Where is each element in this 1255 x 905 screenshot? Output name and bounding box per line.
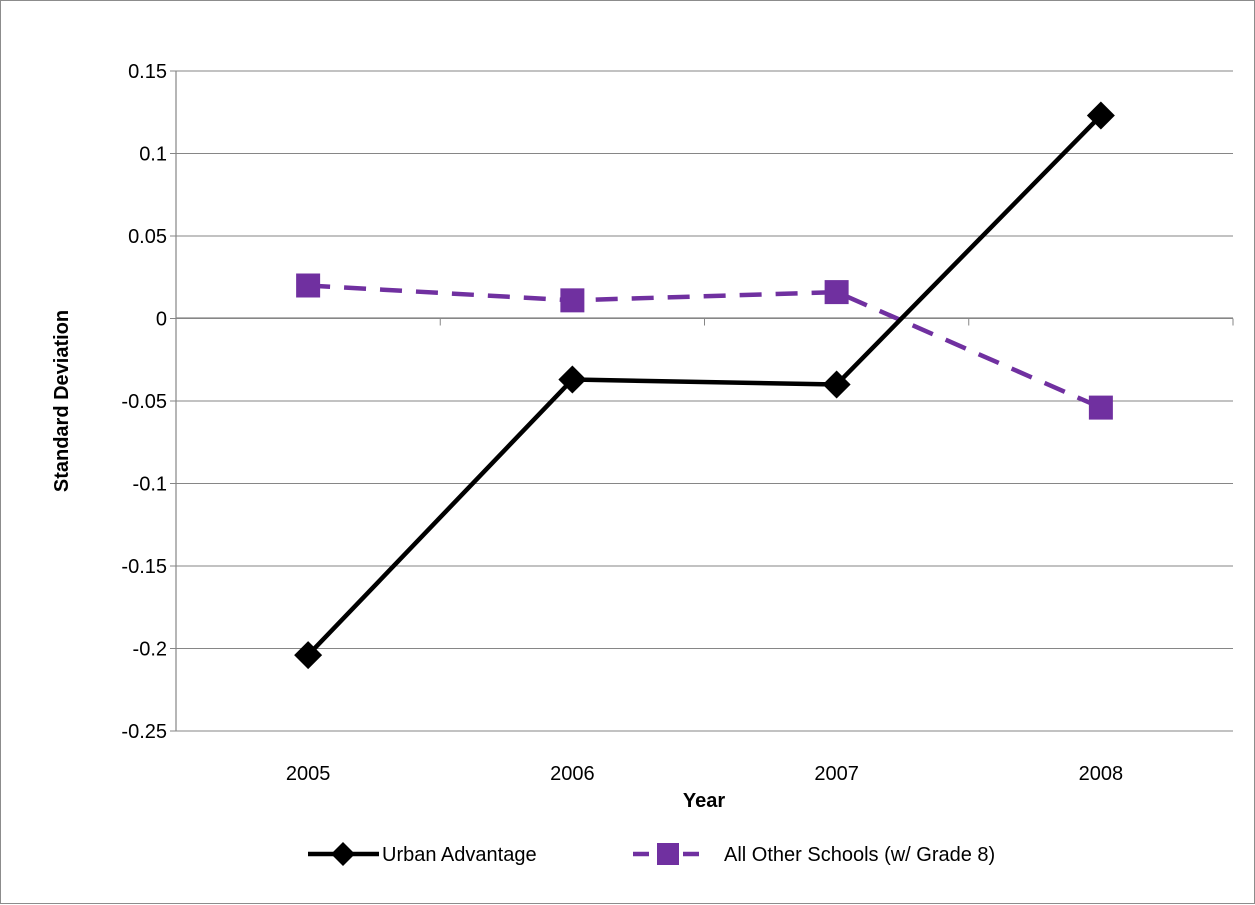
y-tick-label: -0.15 (121, 556, 167, 578)
legend: Urban Advantage All Other Schools (w/ Gr… (308, 842, 995, 866)
y-tick-label: 0.05 (128, 226, 167, 248)
data-point-urban-advantage (294, 641, 323, 670)
legend-item-all-other-schools: All Other Schools (w/ Grade 8) (633, 843, 995, 866)
series (294, 101, 1115, 670)
legend-item-urban-advantage: Urban Advantage (308, 842, 537, 866)
legend-marker-all-other-schools (657, 843, 679, 865)
data-point-all-other-schools-w-grade-8 (296, 273, 321, 298)
legend-label-urban-advantage: Urban Advantage (382, 844, 537, 866)
x-axis-title: Year (683, 790, 725, 812)
y-tick-label: 0.1 (139, 144, 167, 166)
data-point-all-other-schools-w-grade-8 (824, 280, 849, 305)
series-line-all-other-schools-w-grade-8 (307, 283, 1102, 410)
data-point-urban-advantage (822, 370, 851, 399)
y-axis-title: Standard Deviation (51, 310, 73, 492)
x-tick-label: 2007 (814, 763, 859, 785)
y-tick-label: 0.15 (128, 61, 167, 83)
y-tick-label: -0.05 (121, 391, 167, 413)
y-tick-label: -0.25 (121, 721, 167, 743)
y-tick-label: -0.2 (133, 639, 167, 661)
data-point-all-other-schools-w-grade-8 (560, 288, 585, 313)
data-point-urban-advantage (558, 365, 587, 394)
data-point-all-other-schools-w-grade-8 (1088, 395, 1113, 420)
x-tick-label: 2006 (550, 763, 595, 785)
data-point-urban-advantage (1086, 101, 1115, 130)
x-tick-labels: 2005 2006 2007 2008 (286, 763, 1123, 785)
x-tick-label: 2005 (286, 763, 331, 785)
y-tick-label: -0.1 (133, 474, 167, 496)
x-tick-label: 2008 (1079, 763, 1124, 785)
axes (175, 71, 1233, 731)
legend-marker-urban-advantage (331, 842, 355, 866)
y-tick-labels: 0.15 0.1 0.05 0 -0.05 -0.1 -0.15 -0.2 -0.25 (121, 61, 167, 743)
legend-label-all-other-schools: All Other Schools (w/ Grade 8) (724, 844, 995, 866)
series-line-urban-advantage (306, 113, 1103, 657)
y-tick-label: 0 (156, 309, 167, 331)
